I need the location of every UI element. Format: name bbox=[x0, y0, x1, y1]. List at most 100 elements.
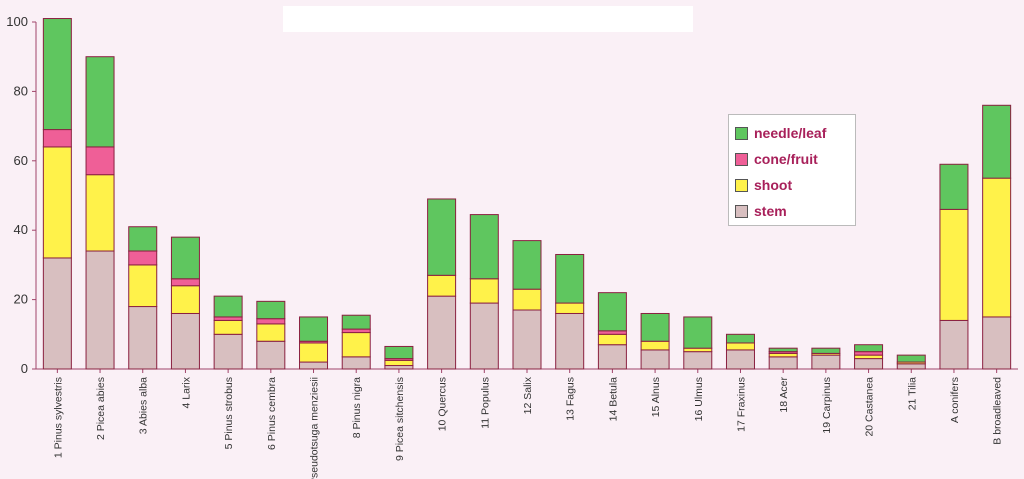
bar-segment-cone-fruit bbox=[854, 351, 884, 356]
bars bbox=[42, 18, 1012, 370]
bar-segment-stem bbox=[427, 295, 457, 370]
bar-segment-cone-fruit bbox=[42, 129, 72, 148]
bar-segment-stem bbox=[896, 363, 926, 370]
bar-segment-stem bbox=[597, 344, 627, 370]
bar-segment-needle-leaf bbox=[683, 316, 713, 349]
bar-segment-shoot bbox=[939, 208, 969, 321]
x-tick-label: 1 Pinus sylvestris bbox=[52, 377, 64, 458]
legend-swatch bbox=[735, 178, 748, 192]
bar-segment-stem bbox=[512, 309, 542, 370]
bar-segment-shoot bbox=[725, 342, 755, 351]
bar-segment-needle-leaf bbox=[982, 104, 1012, 179]
y-tick-label: 40 bbox=[14, 222, 28, 237]
bar-segment-shoot bbox=[128, 264, 158, 308]
bar-segment-stem bbox=[469, 302, 499, 370]
bar-segment-needle-leaf bbox=[42, 18, 72, 131]
bar-segment-needle-leaf bbox=[640, 312, 670, 342]
legend: needle/leaf cone/fruit shoot stem bbox=[728, 114, 856, 226]
bar-segment-stem bbox=[213, 333, 243, 370]
bar-segment-needle-leaf bbox=[811, 347, 841, 354]
x-tick-label: 5 Pinus strobus bbox=[223, 377, 235, 449]
bar-segment-needle-leaf bbox=[85, 56, 115, 148]
bar-segment-shoot bbox=[854, 354, 884, 360]
bar-segment-stem bbox=[170, 312, 200, 370]
x-tick-label: 15 Alnus bbox=[650, 377, 662, 417]
bar-segment-stem bbox=[854, 358, 884, 370]
bar-segment-shoot bbox=[597, 333, 627, 346]
bar-segment-shoot bbox=[299, 342, 329, 363]
bar-segment-shoot bbox=[512, 288, 542, 311]
bar-segment-shoot bbox=[683, 347, 713, 353]
bar-segment-needle-leaf bbox=[939, 163, 969, 210]
legend-swatch bbox=[735, 204, 748, 218]
bar-segment-stem bbox=[341, 356, 371, 370]
x-tick-label: 21 Tilia bbox=[906, 377, 918, 410]
bar-segment-shoot bbox=[256, 323, 286, 342]
y-tick-label: 20 bbox=[14, 292, 28, 307]
bar-segment-shoot bbox=[555, 302, 585, 314]
bar-segment-stem bbox=[85, 250, 115, 370]
bar-segment-needle-leaf bbox=[384, 345, 414, 360]
x-tick-label: 20 Castanea bbox=[864, 377, 876, 437]
bar-segment-stem bbox=[683, 351, 713, 370]
bar-segment-stem bbox=[128, 306, 158, 370]
bar-segment-needle-leaf bbox=[896, 354, 926, 363]
x-tick-label: 11 Populus bbox=[479, 377, 491, 429]
x-tick-label: 8 Pinus nigra bbox=[351, 377, 363, 438]
bar-segment-cone-fruit bbox=[128, 250, 158, 266]
legend-swatch bbox=[735, 152, 748, 166]
bar-segment-needle-leaf bbox=[768, 347, 798, 353]
bar-segment-needle-leaf bbox=[170, 236, 200, 280]
bar-segment-stem bbox=[982, 316, 1012, 370]
bar-segment-stem bbox=[768, 356, 798, 370]
x-tick-label: B broadleaved bbox=[992, 377, 1004, 445]
bar-segment-needle-leaf bbox=[128, 226, 158, 252]
x-tick-label: 18 Acer bbox=[778, 376, 790, 412]
legend-item-shoot: shoot bbox=[735, 172, 849, 198]
x-tick-label: 6 Pinus cembra bbox=[266, 377, 278, 450]
bar-segment-stem bbox=[384, 365, 414, 370]
x-tick-label: 7 Pseudotsuga menziesii bbox=[309, 377, 321, 479]
bar-segment-needle-leaf bbox=[597, 292, 627, 332]
x-tick-label: 13 Fagus bbox=[565, 377, 577, 421]
bar-segment-stem bbox=[256, 340, 286, 370]
x-tick-label: 4 Larix bbox=[180, 376, 192, 408]
x-tick-labels: 1 Pinus sylvestris 2 Picea abies 3 Abies a… bbox=[52, 376, 1003, 479]
bar-segment-shoot bbox=[469, 278, 499, 304]
bar-segment-shoot bbox=[640, 340, 670, 351]
bar-segment-shoot bbox=[341, 332, 371, 358]
bar-segment-stem bbox=[811, 354, 841, 370]
legend-swatch bbox=[735, 126, 748, 140]
x-tick-label: 19 Carpinus bbox=[821, 377, 833, 434]
bar-segment-stem bbox=[555, 312, 585, 370]
bar-segment-shoot bbox=[768, 352, 798, 358]
bar-segment-needle-leaf bbox=[427, 198, 457, 276]
bar-segment-cone-fruit bbox=[170, 278, 200, 287]
bar-segment-cone-fruit bbox=[341, 328, 371, 334]
legend-item-stem: stem bbox=[735, 198, 849, 224]
y-tick-label: 60 bbox=[14, 153, 28, 168]
bar-segment-shoot bbox=[427, 274, 457, 297]
bar-segment-needle-leaf bbox=[512, 240, 542, 290]
y-tick-label: 100 bbox=[6, 14, 28, 29]
legend-item-cone-fruit: cone/fruit bbox=[735, 146, 849, 172]
x-tick-label: A conifers bbox=[949, 377, 961, 423]
x-tick-label: 3 Abies alba bbox=[138, 377, 150, 434]
bar-segment-needle-leaf bbox=[854, 344, 884, 353]
legend-item-needle-leaf: needle/leaf bbox=[735, 120, 849, 146]
bar-segment-stem bbox=[640, 349, 670, 370]
x-tick-label: 14 Betula bbox=[607, 377, 619, 422]
legend-label: shoot bbox=[754, 177, 793, 193]
x-tick-label: 16 Ulmus bbox=[693, 377, 705, 421]
bar-segment-stem bbox=[299, 361, 329, 370]
x-tick-label: 10 Quercus bbox=[437, 377, 449, 431]
bar-segment-cone-fruit bbox=[597, 330, 627, 335]
y-tick-labels: 0 20 40 60 80 100 bbox=[6, 14, 28, 376]
x-tick-label: 17 Fraxinus bbox=[735, 377, 747, 432]
legend-label: needle/leaf bbox=[754, 125, 827, 141]
legend-label: cone/fruit bbox=[754, 151, 818, 167]
x-tick-label: 2 Picea abies bbox=[95, 377, 107, 440]
bar-segment-needle-leaf bbox=[555, 253, 585, 304]
